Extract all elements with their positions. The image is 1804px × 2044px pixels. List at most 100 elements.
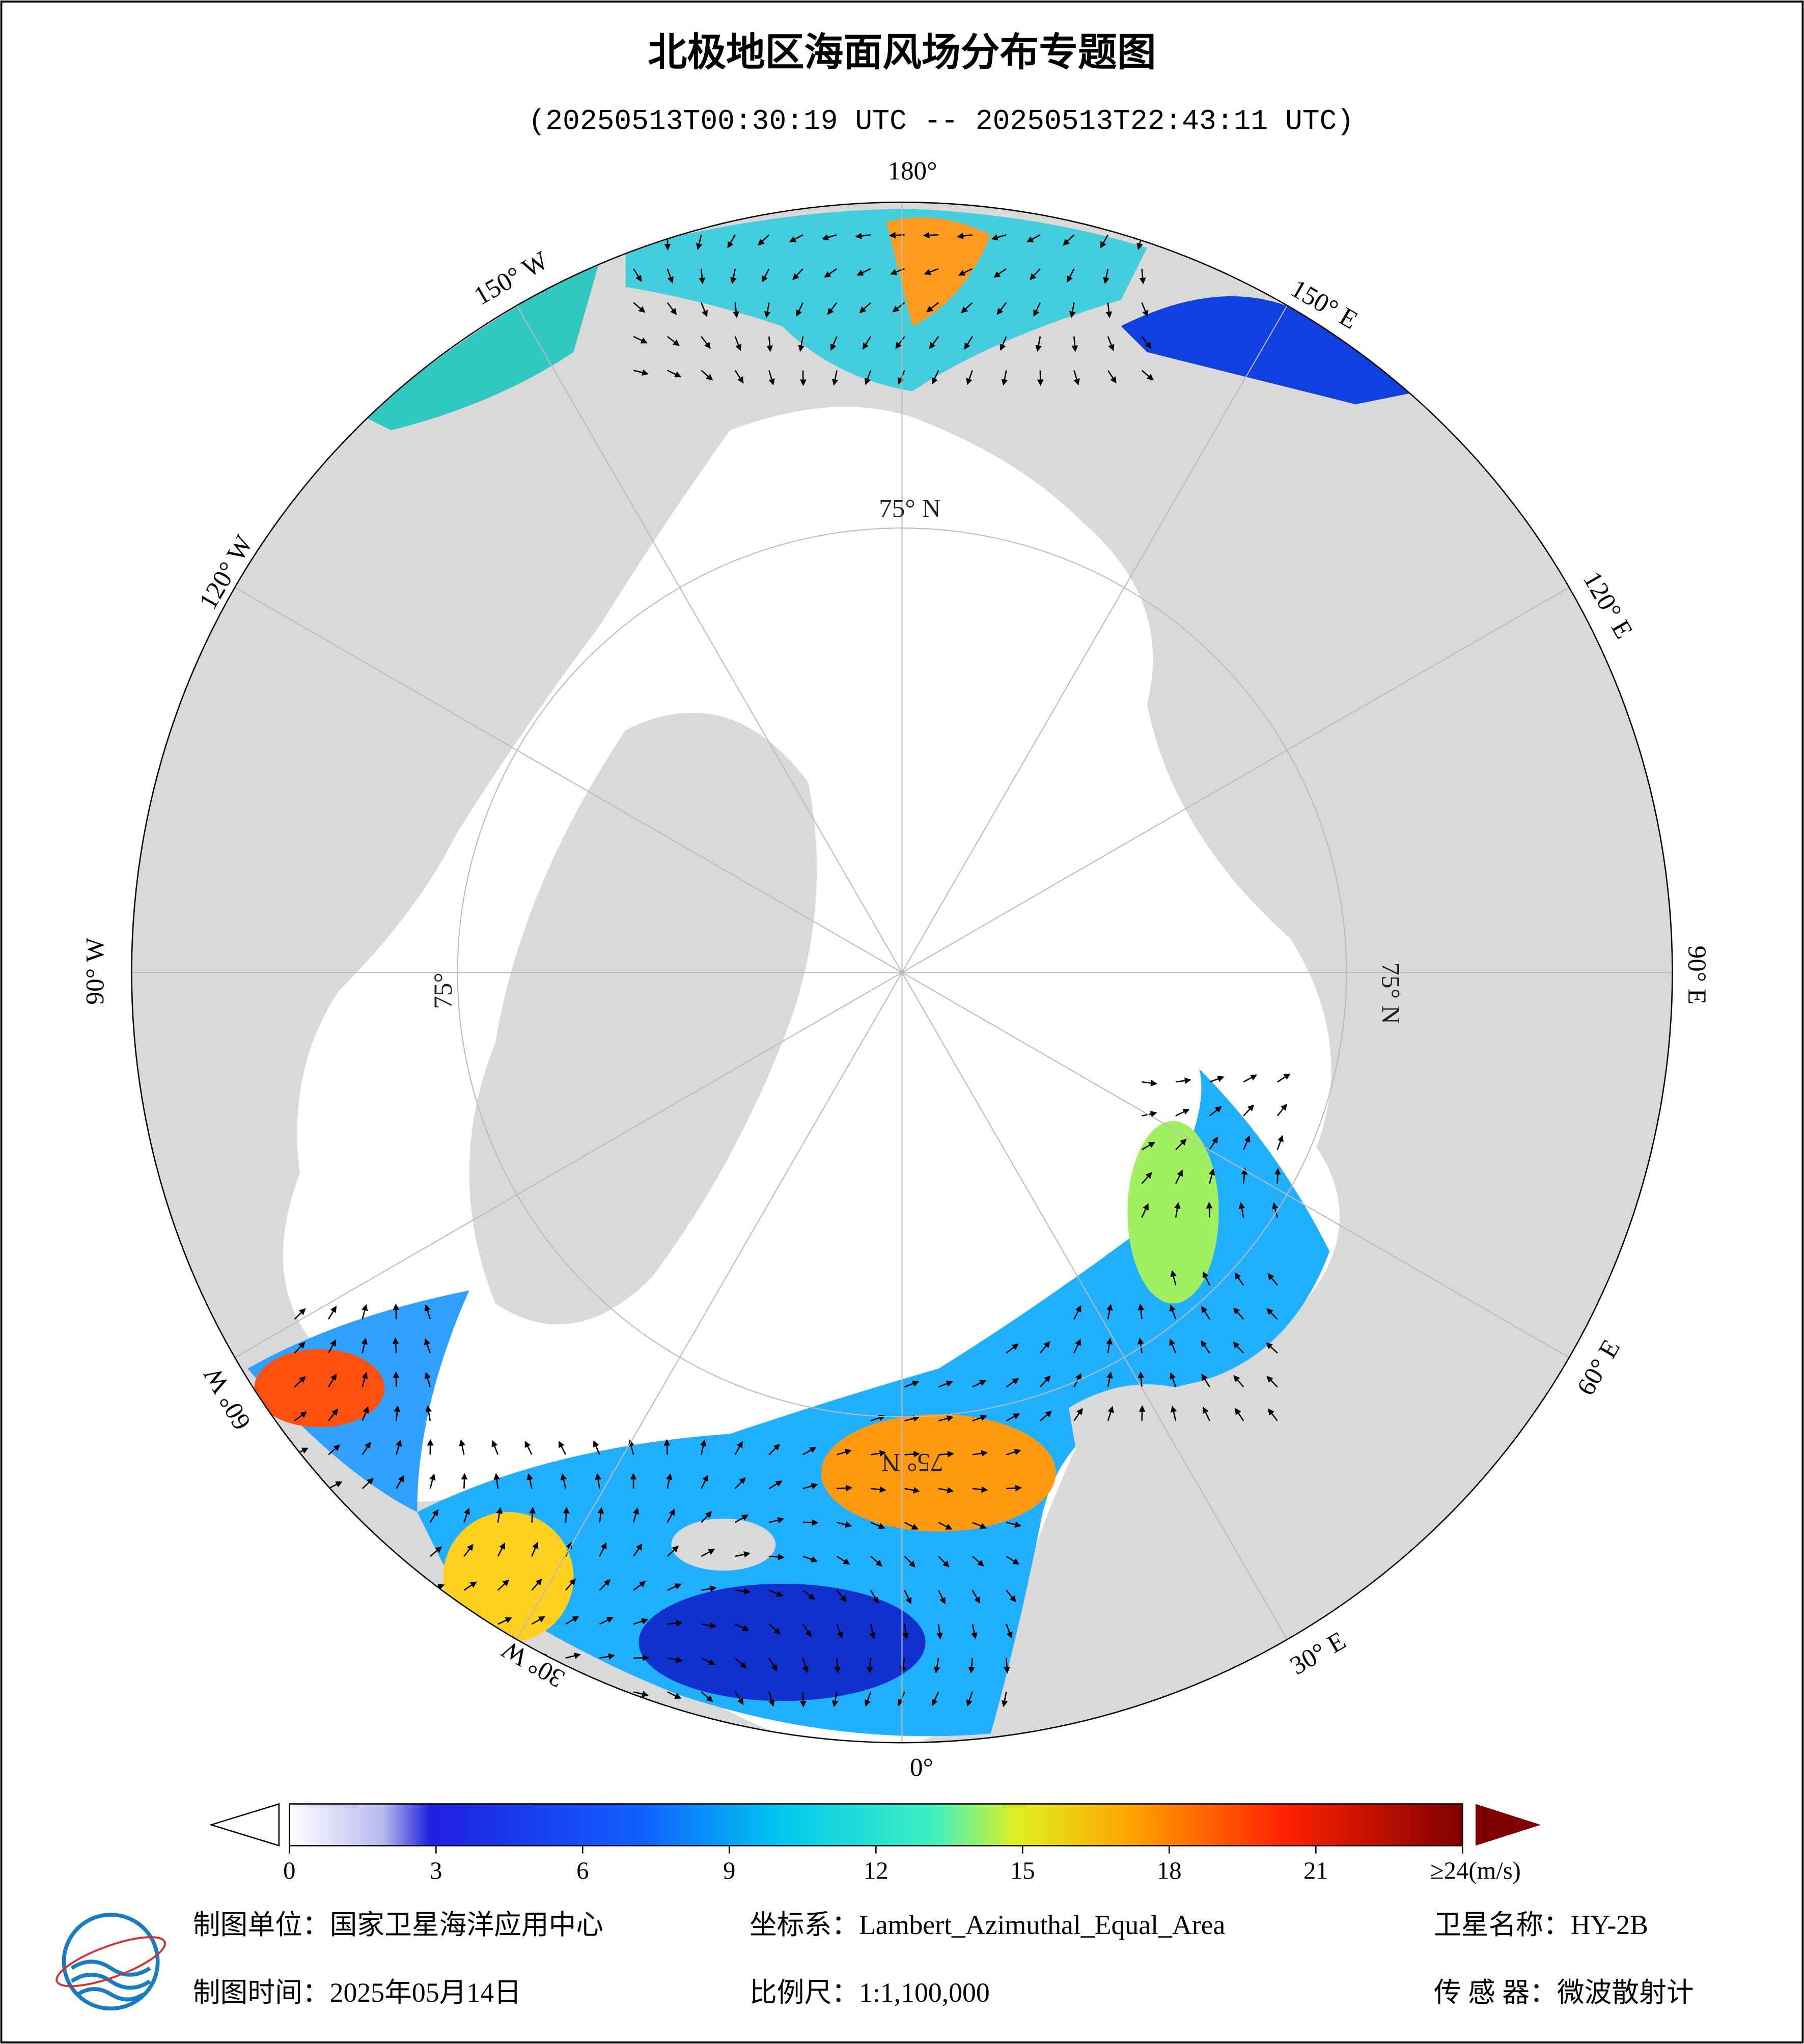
wind-vector <box>870 1556 883 1567</box>
wind-vector <box>1006 1343 1019 1354</box>
wind-vector <box>904 1487 920 1494</box>
longitude-label: 60° E <box>1571 1335 1626 1401</box>
subtitle: (20250513T00:30:19 UTC -- 20250513T22:43… <box>528 105 1354 137</box>
wind-vector <box>1209 1136 1218 1151</box>
wind-vector <box>1106 1303 1113 1320</box>
wind-field <box>1121 296 1421 405</box>
wind-vector <box>1243 1135 1251 1150</box>
wind-vector <box>328 1374 337 1387</box>
wind-vector <box>496 1507 503 1523</box>
footer-date: 制图时间：2025年05月14日 <box>193 1977 521 2008</box>
colorbar-tick-label: 9 <box>723 1857 735 1884</box>
wind-vector <box>1107 1406 1114 1421</box>
wind-vector <box>789 234 803 243</box>
wind-vector <box>599 1653 615 1660</box>
wind-vector <box>425 1405 432 1421</box>
wind-vector <box>430 1657 446 1664</box>
wind-vector <box>802 1589 816 1600</box>
wind-vector <box>996 302 1007 315</box>
wind-vector <box>938 1415 954 1422</box>
meridian <box>516 305 903 973</box>
longitude-label: 90° W <box>81 937 110 1005</box>
map-disk <box>131 202 1673 1743</box>
wind-vector <box>792 268 803 281</box>
wind-field <box>1127 1121 1219 1304</box>
wind-vector <box>859 302 871 314</box>
wind-vector <box>802 1658 809 1673</box>
wind-vector <box>892 302 905 313</box>
wind-vector <box>904 1556 916 1567</box>
wind-vector <box>864 1691 872 1707</box>
wind-vector <box>463 1691 479 1698</box>
wind-vector <box>966 370 973 385</box>
wind-vector <box>1175 1077 1191 1084</box>
wind-vector <box>1233 1341 1244 1354</box>
wind-vector <box>1073 1408 1083 1421</box>
meridian <box>234 586 903 973</box>
wind-vector <box>1141 336 1152 349</box>
wind-vector <box>497 1542 506 1557</box>
wind-vector <box>902 1624 909 1640</box>
wind-vector <box>1137 1303 1145 1320</box>
wind-vector <box>733 302 740 318</box>
wind-vector <box>1142 1080 1158 1086</box>
wind-vector <box>699 268 706 285</box>
wind-vector <box>491 1440 499 1455</box>
wind-vector <box>1276 1135 1284 1150</box>
wind-vector <box>931 370 939 385</box>
wind-field <box>443 1512 574 1643</box>
wind-vector <box>701 1622 717 1629</box>
wind-vector <box>1107 370 1117 384</box>
wind-vector <box>1233 1375 1244 1388</box>
wind-vector <box>1139 268 1146 285</box>
logo-orbit <box>55 1936 166 1987</box>
wind-vector <box>361 1337 368 1354</box>
wind-vector <box>396 1475 404 1489</box>
wind-vector <box>1169 1338 1177 1354</box>
wind-vector <box>328 1408 339 1421</box>
wind-vector <box>824 268 838 278</box>
wind-vector <box>1035 336 1042 352</box>
wind-vector <box>1039 1341 1050 1354</box>
wind-vector <box>802 1623 812 1637</box>
wind-vector <box>966 1691 973 1707</box>
wind-vector <box>667 302 677 315</box>
wind-vector <box>938 1450 954 1458</box>
wind-vector <box>796 302 804 317</box>
latitude-label: 75° N <box>879 494 940 523</box>
wind-vector <box>870 1486 886 1493</box>
meridian <box>901 305 1288 973</box>
wind-vector <box>294 1376 306 1388</box>
wind-vector <box>1004 1658 1010 1674</box>
longitude-label: 90° E <box>1682 945 1711 1004</box>
wind-vector <box>1169 1304 1177 1320</box>
wind-vector <box>595 1473 602 1489</box>
wind-vector <box>593 1440 600 1455</box>
wind-vector <box>957 233 973 239</box>
wind-vector <box>294 1341 306 1354</box>
wind-vector <box>870 1450 886 1457</box>
wind-vector <box>1105 302 1113 318</box>
wind-vector <box>463 1544 474 1557</box>
wind-vector <box>524 1440 533 1455</box>
wind-vector <box>632 234 639 250</box>
wind-vector <box>463 1581 477 1591</box>
wind-vector <box>565 1653 581 1659</box>
greenland <box>469 712 817 1325</box>
wind-vector <box>769 1517 785 1524</box>
colorbar-tick-label: 6 <box>576 1857 589 1884</box>
wind-vector <box>327 1339 336 1354</box>
wind-vector <box>929 336 939 349</box>
meridian <box>901 586 1570 973</box>
colorbar-min-arrow <box>209 1803 280 1847</box>
title: 北极地区海面风场分布专题图 <box>648 30 1156 75</box>
wind-vector <box>701 1691 713 1702</box>
wind-vector <box>1006 1589 1016 1603</box>
wind-vector <box>701 336 711 349</box>
wind-vector <box>394 1405 401 1421</box>
wind-vector <box>1106 1371 1113 1387</box>
wind-vector <box>938 1556 950 1567</box>
wind-vector <box>565 1578 576 1591</box>
wind-vector <box>599 1542 607 1557</box>
